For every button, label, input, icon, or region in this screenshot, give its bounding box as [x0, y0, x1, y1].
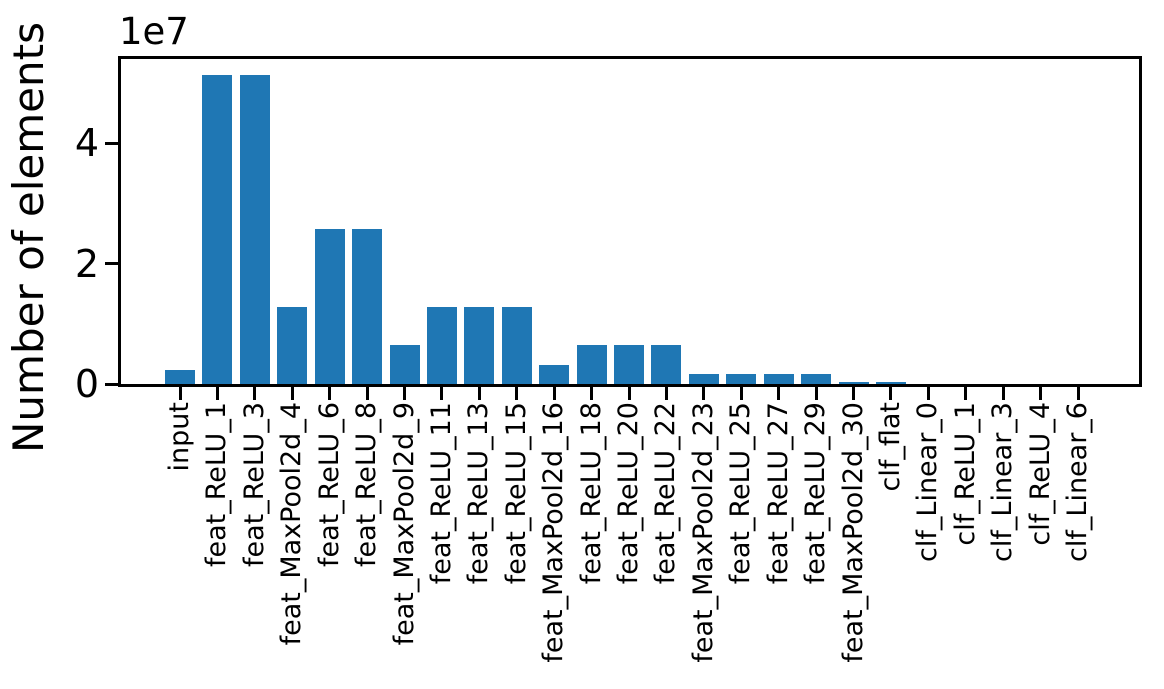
- x-tick: [291, 387, 294, 400]
- x-tick: [478, 387, 481, 400]
- x-tick: [440, 387, 443, 400]
- x-tick-label: clf_flat: [875, 402, 906, 492]
- x-tick-label: clf_Linear_0: [912, 402, 943, 562]
- plot-area: [118, 56, 1142, 387]
- bar-feat_ReLU_1: [202, 75, 232, 384]
- x-tick-label: feat_ReLU_18: [576, 402, 607, 585]
- x-tick: [553, 387, 556, 400]
- x-tick: [216, 387, 219, 400]
- x-tick: [253, 387, 256, 400]
- x-tick-label: feat_MaxPool2d_16: [538, 402, 569, 663]
- x-tick: [179, 387, 182, 400]
- y-tick-label: 0: [74, 362, 99, 406]
- x-tick-label: feat_ReLU_8: [351, 402, 382, 568]
- x-tick: [777, 387, 780, 400]
- x-tick: [927, 387, 930, 400]
- bar-feat_MaxPool2d_9: [390, 345, 420, 384]
- x-tick-label: feat_MaxPool2d_4: [276, 402, 307, 646]
- x-tick: [515, 387, 518, 400]
- bar-feat_ReLU_3: [240, 75, 270, 384]
- bar-feat_ReLU_15: [502, 307, 532, 384]
- x-tick: [1002, 387, 1005, 400]
- x-tick: [1077, 387, 1080, 400]
- x-tick: [590, 387, 593, 400]
- x-tick: [852, 387, 855, 400]
- bar-feat_MaxPool2d_4: [277, 307, 307, 384]
- x-tick-label: feat_ReLU_20: [613, 402, 644, 585]
- bar-feat_ReLU_22: [651, 345, 681, 384]
- bar-clf_flat: [876, 382, 906, 384]
- y-axis-offset-text: 1e7: [119, 10, 189, 53]
- x-tick: [366, 387, 369, 400]
- y-tick: [105, 142, 118, 145]
- x-tick: [403, 387, 406, 400]
- x-tick-label: feat_MaxPool2d_30: [838, 402, 869, 663]
- y-tick-label: 2: [74, 242, 99, 286]
- x-tick: [889, 387, 892, 400]
- x-tick-label: input: [164, 402, 195, 472]
- x-tick: [628, 387, 631, 400]
- bar-input: [165, 370, 195, 384]
- x-tick: [665, 387, 668, 400]
- x-tick-label: feat_ReLU_1: [201, 402, 232, 568]
- x-tick: [1039, 387, 1042, 400]
- bar-feat_MaxPool2d_30: [839, 382, 869, 384]
- x-tick-label: feat_ReLU_6: [314, 402, 345, 568]
- x-tick: [328, 387, 331, 400]
- y-tick-label: 4: [74, 121, 99, 165]
- x-tick-label: feat_ReLU_11: [426, 402, 457, 585]
- x-tick: [815, 387, 818, 400]
- x-tick-label: clf_ReLU_4: [1025, 402, 1056, 546]
- bar-feat_ReLU_8: [352, 229, 382, 384]
- bar-feat_ReLU_20: [614, 345, 644, 384]
- bar-feat_ReLU_6: [315, 229, 345, 384]
- x-tick-label: feat_MaxPool2d_23: [688, 402, 719, 663]
- x-tick-label: feat_ReLU_29: [800, 402, 831, 585]
- bar-feat_ReLU_11: [427, 307, 457, 384]
- x-tick-label: feat_ReLU_27: [763, 402, 794, 585]
- x-tick-label: feat_ReLU_15: [501, 402, 532, 585]
- x-tick-label: feat_ReLU_13: [463, 402, 494, 585]
- x-tick-label: clf_Linear_3: [987, 402, 1018, 562]
- x-tick-label: feat_ReLU_3: [239, 402, 270, 568]
- bar-feat_ReLU_25: [726, 374, 756, 384]
- bar-feat_ReLU_13: [464, 307, 494, 384]
- x-tick-label: clf_ReLU_1: [950, 402, 981, 546]
- x-tick: [702, 387, 705, 400]
- x-tick: [740, 387, 743, 400]
- bar-feat_ReLU_27: [764, 374, 794, 384]
- bar-feat_MaxPool2d_16: [539, 365, 569, 384]
- x-tick-label: feat_MaxPool2d_9: [389, 402, 420, 646]
- x-tick-label: clf_Linear_6: [1062, 402, 1093, 562]
- x-tick-label: feat_ReLU_22: [650, 402, 681, 585]
- bar-feat_ReLU_29: [801, 374, 831, 384]
- x-tick: [964, 387, 967, 400]
- bar-feat_ReLU_18: [577, 345, 607, 384]
- x-tick-label: feat_ReLU_25: [725, 402, 756, 585]
- y-tick: [105, 383, 118, 386]
- y-tick: [105, 262, 118, 265]
- bar-feat_MaxPool2d_23: [689, 374, 719, 384]
